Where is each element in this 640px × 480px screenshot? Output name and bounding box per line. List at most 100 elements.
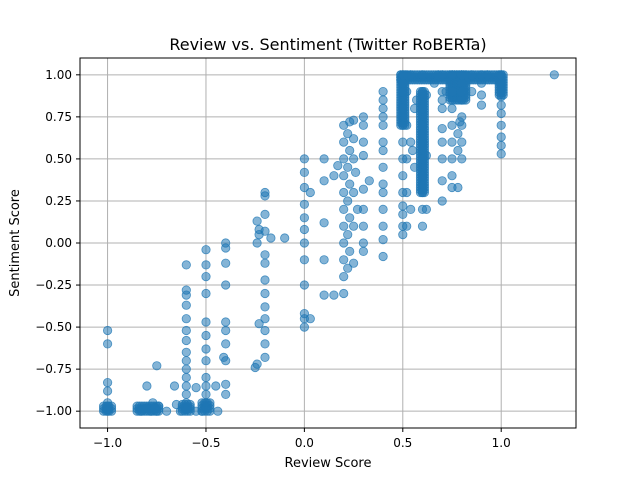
data-point (169, 381, 180, 391)
data-point (358, 112, 368, 122)
data-point (201, 381, 211, 391)
data-point (378, 95, 388, 105)
data-point (181, 381, 191, 391)
data-point (447, 103, 457, 114)
data-point (378, 137, 388, 147)
data-point (319, 255, 329, 265)
data-point (447, 70, 457, 80)
data-point (201, 245, 211, 255)
y-tick-label: −1.00 (35, 404, 72, 418)
data-point (221, 238, 231, 248)
data-point (181, 300, 191, 310)
data-point (319, 218, 329, 228)
y-tick-label: −0.75 (35, 362, 72, 376)
data-point (260, 275, 270, 285)
data-point (154, 401, 164, 411)
data-point (467, 87, 477, 97)
data-point (437, 103, 447, 114)
data-point (398, 137, 408, 147)
data-point (260, 226, 270, 236)
data-point (358, 184, 368, 194)
data-point (437, 124, 447, 134)
data-point (211, 381, 221, 391)
data-point (299, 213, 309, 223)
data-point (457, 120, 467, 130)
data-point (260, 339, 270, 349)
data-points (99, 70, 559, 416)
data-point (181, 389, 191, 399)
data-point (345, 179, 355, 189)
data-point (402, 87, 412, 97)
data-point (378, 87, 388, 97)
data-point (201, 288, 211, 299)
data-point (339, 255, 349, 265)
data-point (181, 364, 191, 374)
data-point (260, 352, 270, 362)
data-point (329, 290, 339, 300)
data-point (333, 161, 343, 171)
data-point (447, 120, 457, 130)
data-point (299, 308, 309, 319)
data-point (457, 154, 467, 164)
data-point (221, 389, 231, 399)
y-axis-ticks: −1.00 −0.75 −0.50 −0.25 0.00 0.25 0.50 0.75 1.00 (35, 68, 80, 418)
data-point (457, 78, 467, 88)
data-point (181, 398, 191, 408)
data-point (339, 137, 349, 147)
data-point (350, 167, 361, 177)
data-point (421, 150, 431, 161)
data-point (429, 78, 439, 88)
data-point (221, 325, 231, 336)
data-point (319, 176, 329, 186)
data-point (201, 330, 211, 341)
data-point (398, 171, 408, 181)
data-point (260, 302, 270, 312)
data-point (457, 87, 467, 97)
data-point (409, 103, 420, 114)
data-point (252, 238, 262, 248)
data-point (103, 325, 113, 336)
x-axis-label: Review Score (285, 456, 372, 471)
x-axis-ticks: −1.0 −0.5 0.0 0.5 1.0 (93, 428, 511, 450)
data-point (181, 260, 191, 270)
data-point (417, 187, 428, 198)
data-point (378, 187, 388, 198)
data-point (201, 372, 211, 383)
data-point (457, 70, 467, 80)
y-axis-label: Sentiment Score (8, 189, 23, 297)
data-point (496, 100, 506, 110)
data-point (402, 120, 412, 130)
data-point (421, 90, 431, 100)
data-point (201, 344, 211, 354)
data-point (358, 238, 368, 248)
data-point (348, 134, 359, 144)
data-point (348, 187, 359, 198)
data-point (103, 339, 113, 349)
data-point (457, 137, 467, 147)
data-point (378, 162, 388, 172)
chart-title: Review vs. Sentiment (Twitter RoBERTa) (169, 35, 486, 54)
data-point (447, 137, 457, 147)
data-point (345, 213, 355, 223)
data-point (496, 140, 506, 151)
data-point (417, 137, 428, 147)
data-point (260, 209, 270, 219)
data-point (364, 176, 374, 186)
data-point (348, 154, 359, 164)
data-point (339, 288, 349, 299)
data-point (343, 162, 353, 172)
data-point (378, 103, 388, 114)
x-tick-label: −0.5 (191, 436, 220, 450)
data-point (181, 372, 191, 383)
data-point (348, 115, 359, 125)
data-point (201, 317, 211, 327)
data-point (142, 381, 152, 391)
data-point (252, 216, 262, 226)
data-point (213, 406, 223, 416)
data-point (476, 90, 487, 100)
data-point (260, 187, 270, 198)
data-point (476, 100, 487, 110)
data-point (343, 263, 353, 273)
data-point (181, 335, 191, 346)
data-point (482, 70, 492, 80)
